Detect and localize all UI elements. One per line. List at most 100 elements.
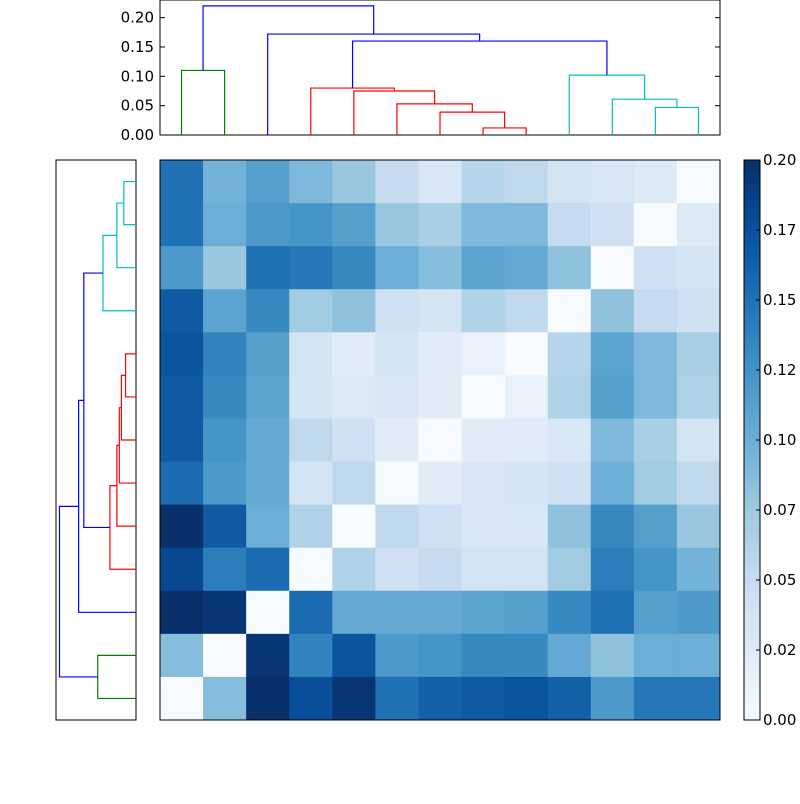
heatmap-cell [633,590,678,635]
heatmap-cell [676,676,721,721]
heatmap-cell [203,289,247,333]
heatmap-cell [461,461,506,506]
heatmap-cell [547,160,592,204]
heatmap-cell [160,332,204,376]
heatmap-cell [676,332,721,376]
heatmap-cell [375,418,419,463]
colorbar-tick-label: 0.10 [763,431,796,449]
heatmap-cell [289,504,333,549]
heatmap-cell [160,418,204,463]
heatmap-cell [418,504,463,549]
heatmap-cell [246,547,290,592]
top-dendrogram-link [611,98,678,135]
heatmap-cell [418,246,463,290]
heatmap-cell [332,676,376,721]
heatmap-cell [160,547,204,592]
heatmap-cell [461,160,506,204]
heatmap-cell [203,332,247,376]
heatmap-cell [246,375,290,419]
heatmap-cell [547,504,592,549]
heatmap-cell [461,332,506,376]
heatmap-cell [461,547,506,592]
heatmap-cell [461,633,506,678]
heatmap-cell [246,676,290,721]
heatmap-cell [504,375,549,419]
colorbar-tick-label: 0.02 [763,641,796,659]
heatmap-cell [246,590,290,635]
heatmap-cell [289,590,333,635]
heatmap-cell [547,332,592,376]
heatmap-cell [375,504,419,549]
heatmap-cell [461,289,506,333]
colorbar: 0.00 0.02 0.05 0.07 0.10 0.12 0.15 0.17 0.20 [743,151,796,729]
colorbar-tick-label: 0.20 [763,151,796,169]
heatmap-cell [332,375,376,419]
heatmap-cell [289,375,333,419]
heatmap-cell [676,590,721,635]
heatmap-cell [332,332,376,376]
left-dendrogram [55,159,137,721]
top-dendrogram-link [396,103,473,135]
heatmap-cell [590,504,635,549]
heatmap-cell [504,461,549,506]
top-dendrogram-link [310,87,395,135]
heatmap-cell [160,375,204,419]
heatmap-cell [246,332,290,376]
heatmap-cell [375,160,419,204]
heatmap-cell [590,332,635,376]
heatmap-cell [504,504,549,549]
heatmap-cell [547,590,592,635]
heatmap-cell [590,633,635,678]
heatmap-cell [203,375,247,419]
heatmap-cell [461,246,506,290]
heatmap-cell [590,160,635,204]
heatmap-cell [676,289,721,333]
heatmap-cell [676,203,721,247]
heatmap-cell [375,203,419,247]
heatmap-cell [289,332,333,376]
heatmap-cell [676,375,721,419]
heatmap-cell [289,633,333,678]
y-tick-label: 0.05 [121,97,154,115]
heatmap-cell [504,547,549,592]
heatmap-cell [547,289,592,333]
heatmap-cell [547,203,592,247]
heatmap-cell [332,160,376,204]
heatmap-cell [590,590,635,635]
heatmap-cell [504,418,549,463]
heatmap-cell [676,418,721,463]
heatmap-cell [590,461,635,506]
heatmap-cell [633,418,678,463]
heatmap-cell [676,633,721,678]
left-dendrogram-link [97,654,136,700]
heatmap-cell [332,461,376,506]
heatmap-cell [633,504,678,549]
heatmap-cell [332,547,376,592]
heatmap-cell [375,289,419,333]
heatmap-cell [203,160,247,204]
heatmap-cell [676,160,721,204]
heatmap-cell [203,504,247,549]
heatmap-cell [418,375,463,419]
top-dendrogram-link [439,111,506,135]
heatmap-cell [590,375,635,419]
y-tick-label: 0.20 [121,9,154,27]
top-dendrogram-link [180,69,226,135]
left-dendrogram-link [124,353,136,398]
heatmap-cell [547,676,592,721]
heatmap-cell [332,289,376,333]
y-tick-label: 0.00 [121,126,154,144]
heatmap-cell [547,246,592,290]
heatmap-cell [418,332,463,376]
top-dendrogram-link [202,5,375,71]
heatmap-cell [418,289,463,333]
heatmap-cell [289,246,333,290]
heatmap-cell [332,504,376,549]
heatmap-cell [246,418,290,463]
heatmap-cell [504,332,549,376]
heatmap-cell [418,676,463,721]
heatmap-cell [633,375,678,419]
heatmap-cell [633,461,678,506]
colorbar-tick-label: 0.00 [763,711,796,729]
heatmap-cell [547,418,592,463]
